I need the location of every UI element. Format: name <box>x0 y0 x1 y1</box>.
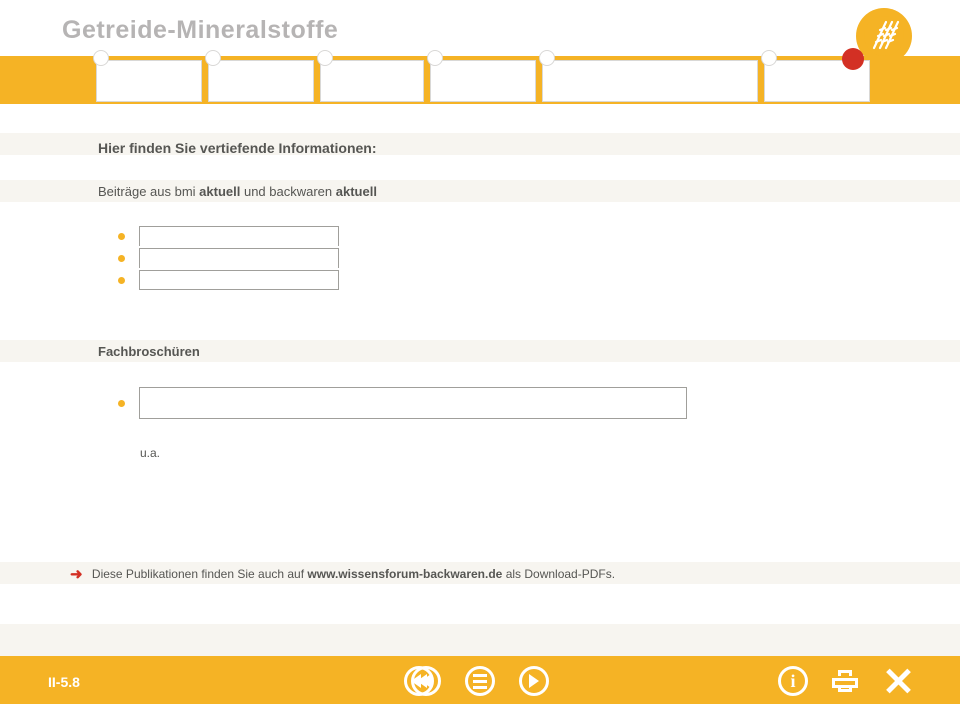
item-link[interactable] <box>139 270 339 290</box>
tab[interactable] <box>96 60 202 102</box>
fach-list <box>118 386 687 420</box>
print-button[interactable] <box>828 664 862 698</box>
footer-bar: II-5.8 i <box>0 656 960 704</box>
bullet-icon <box>118 233 125 240</box>
close-icon <box>884 668 910 694</box>
ua-text: u.a. <box>140 446 160 460</box>
info-button[interactable]: i <box>776 664 810 698</box>
section-heading-beitraege: Beiträge aus bmi aktuell und backwaren a… <box>98 184 377 199</box>
prev-button[interactable] <box>409 664 443 698</box>
tab[interactable] <box>430 60 536 102</box>
publications-note: ➜ Diese Publikationen finden Sie auch au… <box>70 565 615 583</box>
tab-notch <box>317 50 333 66</box>
page-number: II-5.8 <box>48 674 80 690</box>
list-item[interactable] <box>118 386 687 420</box>
intro-text: Hier finden Sie vertiefende Informatione… <box>98 140 377 156</box>
close-button[interactable] <box>880 664 914 698</box>
tab-notch <box>93 50 109 66</box>
footer-utility: i <box>776 664 914 698</box>
tab-notch <box>761 50 777 66</box>
tab[interactable] <box>542 60 758 102</box>
bullet-icon <box>118 277 125 284</box>
section-heading-fachbroschueren: Fachbroschüren <box>98 344 200 359</box>
item-link[interactable] <box>139 387 687 419</box>
menu-button[interactable] <box>463 664 497 698</box>
list-item[interactable] <box>118 247 339 269</box>
item-link[interactable] <box>139 226 339 246</box>
page: Getreide-Mineralstoffe Hier finden Sie v… <box>0 0 960 704</box>
tab-notch <box>427 50 443 66</box>
wheat-icon <box>864 16 904 56</box>
next-button[interactable] <box>517 664 551 698</box>
tab[interactable] <box>320 60 424 102</box>
tab-notch <box>539 50 555 66</box>
bullet-icon <box>118 400 125 407</box>
footer-nav-center <box>409 664 551 698</box>
page-title: Getreide-Mineralstoffe <box>62 16 338 45</box>
list-item[interactable] <box>118 269 339 291</box>
active-tab-indicator <box>842 48 864 70</box>
bullet-icon <box>118 255 125 262</box>
list-item[interactable] <box>118 225 339 247</box>
arrow-right-icon: ➜ <box>70 566 83 583</box>
publications-link[interactable]: www.wissensforum-backwaren.de <box>307 567 502 581</box>
beitraege-list <box>118 225 339 291</box>
sub-band <box>0 624 960 656</box>
tab[interactable] <box>208 60 314 102</box>
print-icon <box>832 670 858 692</box>
tab-notch <box>205 50 221 66</box>
item-link[interactable] <box>139 248 339 268</box>
